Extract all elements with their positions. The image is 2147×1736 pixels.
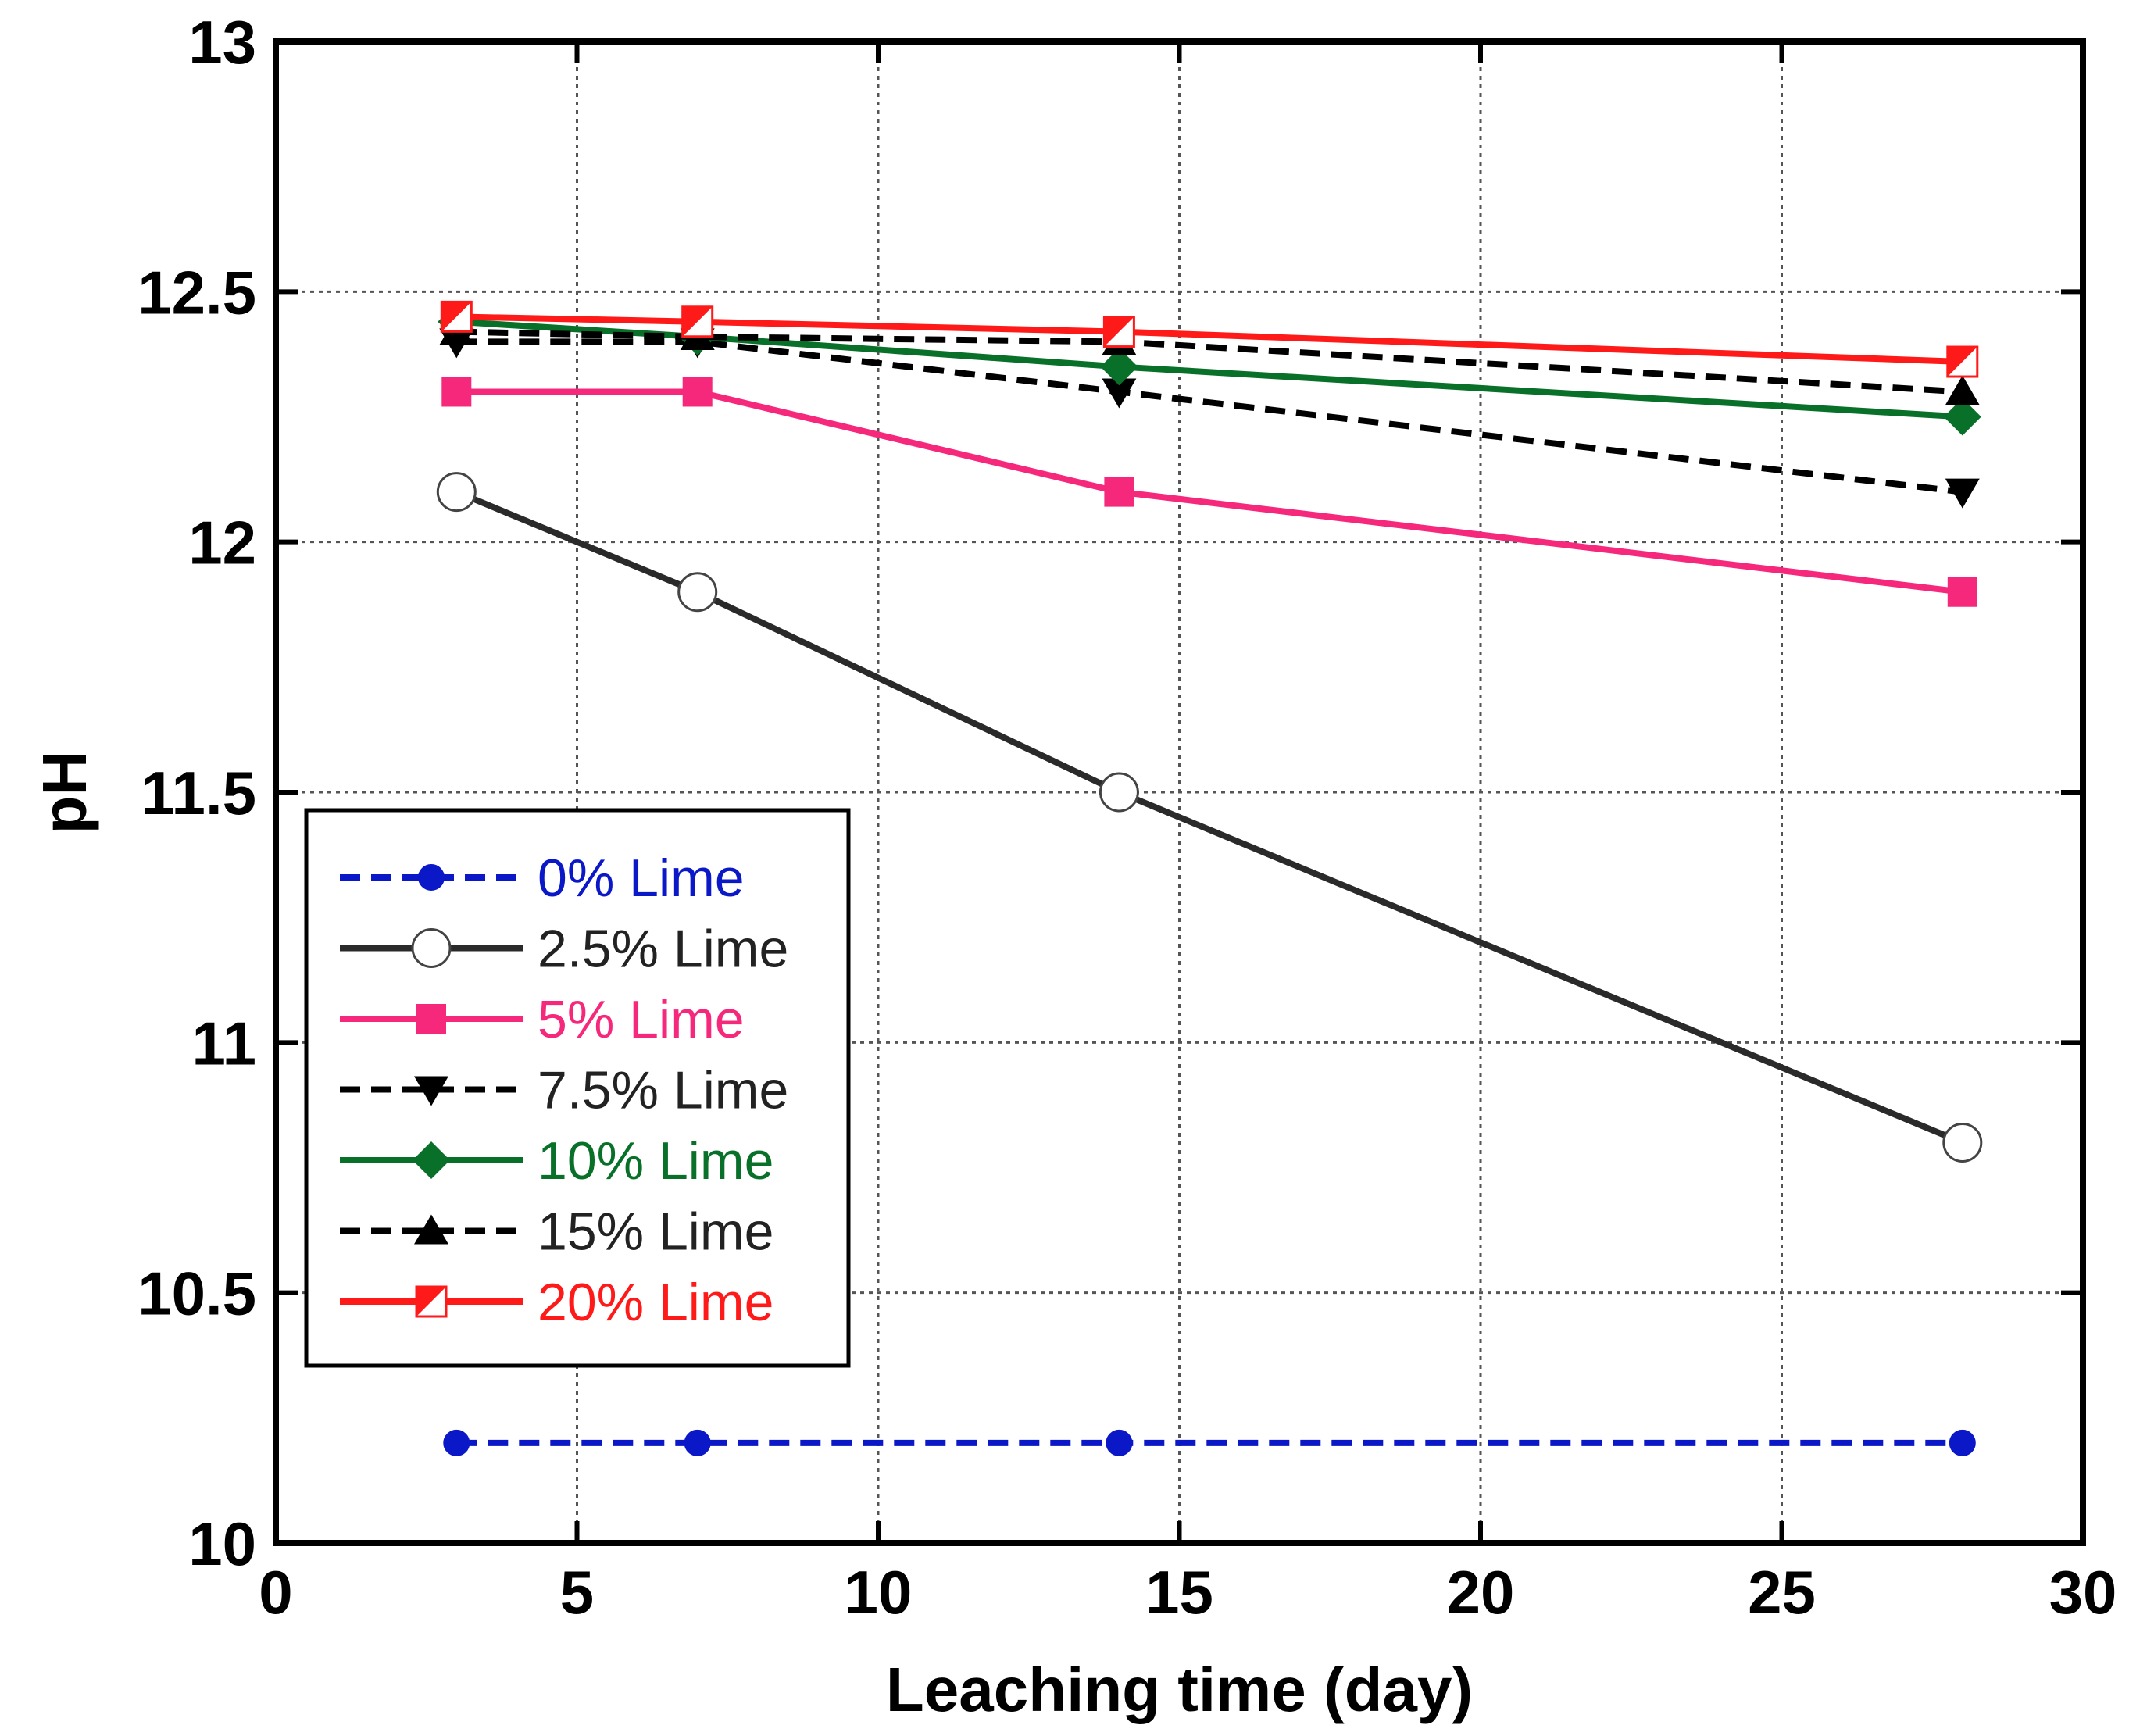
legend-entry-20-lime-label: 20% Lime (538, 1273, 773, 1332)
legend-entry-7-5-lime-marker (414, 1076, 448, 1106)
y-tick-label: 12 (188, 509, 256, 577)
legend-entry-2-5-lime-label: 2.5% Lime (538, 920, 788, 979)
x-tick-label: 25 (1748, 1558, 1816, 1627)
series-10-lime-point (1100, 348, 1138, 386)
series-7-5-lime-point (1102, 378, 1137, 409)
series-2-5-lime-point (1942, 1122, 1983, 1163)
legend-entry-0-lime-label: 0% Lime (538, 848, 745, 908)
series-20-lime-point (681, 305, 714, 338)
x-tick-label: 0 (259, 1558, 292, 1627)
legend-entry-15-lime: 15% Lime (340, 1202, 773, 1262)
legend-entry-20-lime: 20% Lime (340, 1273, 773, 1332)
series-2-5-lime-point (436, 472, 477, 513)
series-20-lime-point (1102, 316, 1135, 348)
legend-entry-15-lime-label: 15% Lime (538, 1202, 773, 1262)
axis-ticks: 0 5 10 15 20 25 30 10 10.5 11 11.5 12 12.5 13 (138, 8, 2117, 1627)
series-20-lime (440, 300, 1979, 378)
series-10-lime-point (1943, 398, 1981, 436)
series-20-lime-point-fill (1104, 316, 1134, 347)
series-0-lime-point (443, 1429, 470, 1456)
series-20-lime-point (1946, 345, 1979, 378)
series-20-lime-point-fill (682, 306, 713, 337)
series-7-5-lime-point (1945, 478, 1980, 509)
y-tick-label: 11.5 (141, 759, 256, 827)
legend-box (304, 808, 851, 1368)
x-tick-label: 5 (560, 1558, 594, 1627)
legend-entry-7-5-lime-label: 7.5% Lime (538, 1061, 788, 1120)
legend-entry-5-lime: 5% Lime (340, 990, 745, 1049)
series-7-5-lime-line (456, 338, 1963, 495)
x-tick-label: 10 (845, 1558, 913, 1627)
legend-entry-0-lime-marker (418, 864, 445, 891)
y-tick-label: 10 (188, 1509, 256, 1578)
series-15-lime-line (456, 328, 1963, 395)
series-layer (436, 300, 1983, 1456)
series-15-lime-point (1945, 375, 1980, 405)
x-axis-title: Leaching time (day) (886, 1655, 1473, 1724)
legend-entry-10-lime: 10% Lime (340, 1131, 773, 1191)
x-tick-label: 20 (1447, 1558, 1515, 1627)
legend-entry-0-lime: 0% Lime (340, 848, 745, 908)
x-tick-label: 15 (1145, 1558, 1213, 1627)
legend-entry-20-lime-marker (415, 1285, 448, 1318)
y-tick-label: 12.5 (138, 258, 256, 327)
y-tick-label: 10.5 (138, 1259, 256, 1328)
y-tick-label: 13 (188, 8, 256, 77)
series-2-5-lime-point (677, 572, 718, 613)
legend-entry-10-lime-label: 10% Lime (538, 1131, 773, 1191)
series-2-5-lime-point (1099, 772, 1139, 813)
series-5-lime-point (441, 377, 472, 407)
legend-entry-5-lime-label: 5% Lime (538, 990, 745, 1049)
x-tick-label: 30 (2049, 1558, 2117, 1627)
series-20-lime-point-fill (1947, 347, 1977, 377)
series-2-5-lime (436, 472, 1983, 1163)
series-0-lime-point (684, 1429, 711, 1456)
series-0-lime-point (1106, 1429, 1133, 1456)
series-5-lime-line (456, 388, 1963, 595)
series-0-lime-point (1949, 1429, 1976, 1456)
series-10-lime-line (456, 318, 1963, 420)
legend-entry-10-lime-marker (413, 1141, 450, 1179)
legend: 0% Lime 2.5% Lime 5% Lime 7.5% Lime 10% Lime… (304, 808, 851, 1368)
legend-entry-20-lime-marker-fill (416, 1287, 446, 1316)
y-axis-title: pH (30, 751, 99, 834)
series-0-lime (443, 1429, 1976, 1456)
legend-entry-15-lime-marker (414, 1214, 448, 1245)
series-20-lime-point-fill (441, 302, 472, 332)
legend-entry-2-5-lime-marker (411, 928, 452, 968)
grid-lines (276, 41, 2083, 1543)
legend-entry-7-5-lime: 7.5% Lime (340, 1061, 788, 1120)
series-5-lime (441, 377, 1977, 607)
legend-entry-5-lime-marker (416, 1004, 446, 1034)
series-20-lime-line (456, 313, 1963, 366)
series-20-lime-point (440, 300, 473, 333)
series-5-lime-point (1104, 477, 1134, 507)
series-2-5-lime-line (455, 488, 1964, 1146)
y-tick-label: 11 (192, 1009, 256, 1077)
legend-entry-2-5-lime: 2.5% Lime (340, 920, 788, 979)
series-5-lime-point (1947, 577, 1977, 607)
series-5-lime-point (682, 377, 713, 407)
